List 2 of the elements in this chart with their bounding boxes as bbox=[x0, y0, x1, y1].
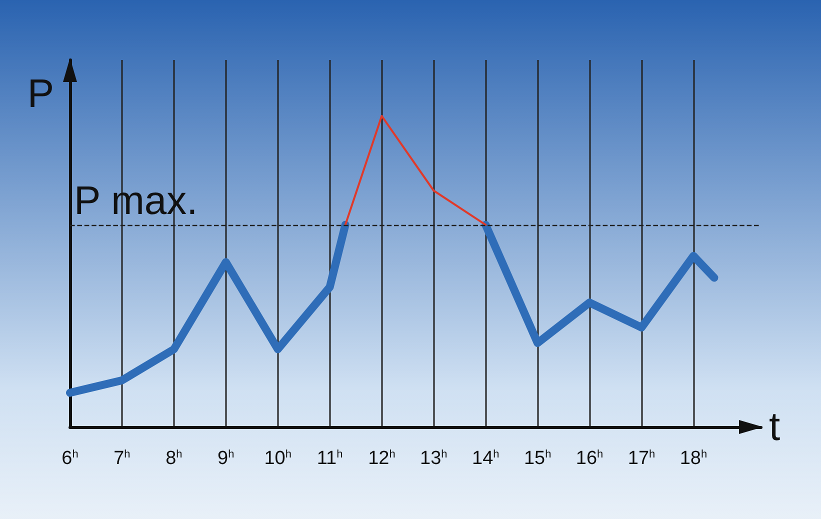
x-axis-title: t bbox=[769, 405, 780, 449]
y-axis-title: P bbox=[27, 72, 54, 116]
